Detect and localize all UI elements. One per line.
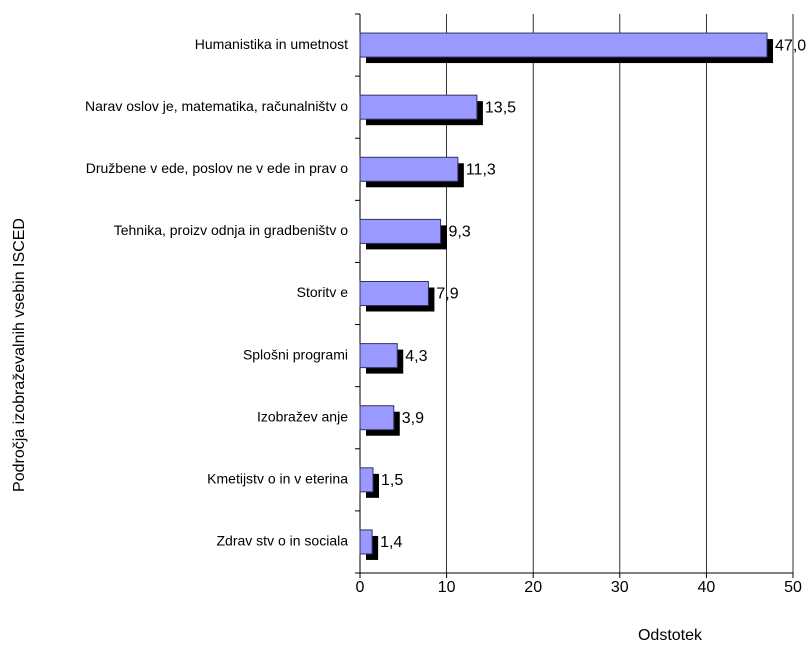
x-tick-label: 0	[356, 579, 365, 596]
bar	[359, 529, 373, 555]
x-tick-label: 20	[524, 579, 542, 596]
y-tick-label: Narav oslov je, matematika, računalništv…	[85, 98, 348, 114]
x-axis-label: Odstotek	[638, 627, 703, 644]
value-label: 7,9	[436, 286, 458, 303]
y-tick-label: Humanistika in umetnost	[195, 36, 348, 52]
value-label: 9,3	[449, 224, 471, 241]
y-tick-label: Storitv e	[297, 284, 349, 300]
bar	[359, 467, 374, 493]
value-label: 47,0	[775, 37, 806, 54]
bar	[359, 218, 442, 244]
y-tick-label: Družbene v ede, poslov ne v ede in prav …	[86, 160, 348, 176]
bar	[359, 405, 395, 431]
y-tick-label: Tehnika, proizv odnja in gradbeništv o	[114, 222, 348, 238]
value-label: 11,3	[466, 161, 496, 178]
y-axis-label: Področja izobraževalnih vsebin ISCED	[11, 218, 28, 492]
value-label: 4,3	[405, 348, 427, 365]
value-label: 13,5	[485, 99, 516, 116]
value-label: 1,5	[381, 472, 403, 489]
bar	[359, 343, 398, 369]
y-tick-label: Zdrav stv o in sociala	[217, 533, 349, 549]
y-tick-label: Izobražev anje	[257, 408, 348, 424]
x-tick-label: 10	[438, 579, 456, 596]
bar	[359, 32, 768, 58]
bar	[359, 281, 429, 306]
x-tick-label: 30	[611, 579, 629, 596]
bar	[359, 156, 459, 182]
bar	[359, 94, 478, 120]
y-tick-label: Splošni programi	[243, 346, 348, 362]
y-tick-label: Kmetijstv o in v eterina	[207, 471, 348, 487]
x-tick-label: 50	[784, 579, 802, 596]
x-tick-label: 40	[698, 579, 716, 596]
value-label: 3,9	[402, 410, 424, 427]
value-label: 1,4	[380, 534, 402, 551]
